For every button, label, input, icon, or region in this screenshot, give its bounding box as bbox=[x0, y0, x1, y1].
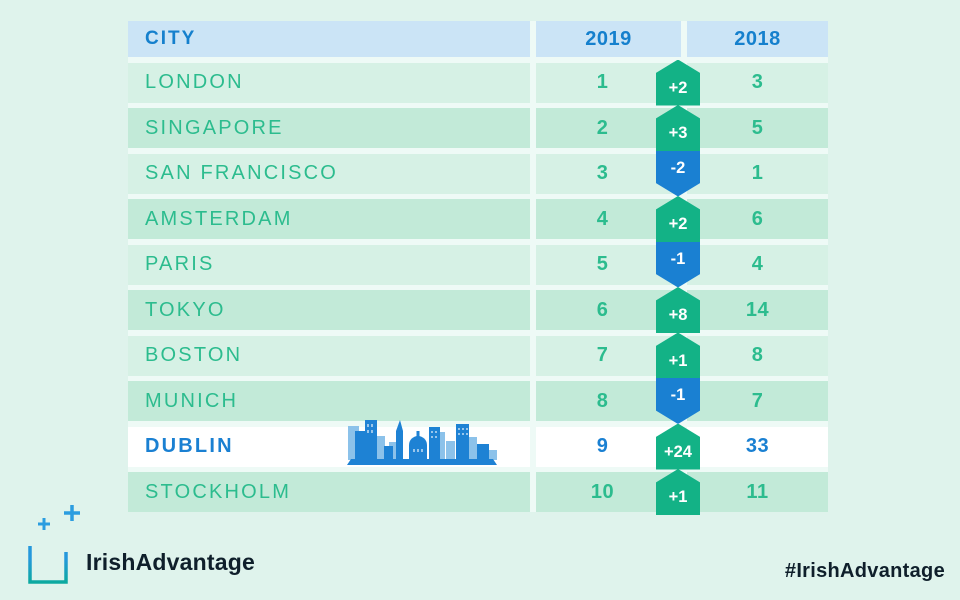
rank-change-value: +1 bbox=[668, 488, 688, 506]
table-row: MUNICH 8 7 -1 bbox=[128, 378, 828, 424]
rank-2018-cell: 14 bbox=[687, 290, 828, 330]
rank-2018-cell: 1 bbox=[687, 153, 828, 194]
city-name: STOCKHOLM bbox=[145, 480, 292, 503]
rank-2018-value: 11 bbox=[746, 480, 769, 503]
rank-2019-value: 7 bbox=[596, 344, 609, 366]
city-cell: LONDON bbox=[128, 62, 530, 103]
rank-2018-value: 7 bbox=[751, 389, 764, 412]
table-row: PARIS 5 4 -1 bbox=[128, 241, 828, 288]
ranking-table: CITY 2019 2018 LONDON 1 3 +2 bbox=[128, 21, 828, 515]
table-header-row: CITY 2019 2018 bbox=[128, 21, 828, 57]
rank-2018-cell: 4 bbox=[687, 244, 828, 285]
header-cell-2019: 2019 bbox=[536, 21, 681, 57]
rank-change-value: +8 bbox=[668, 306, 688, 324]
rank-2019-value: 10 bbox=[590, 480, 615, 503]
city-name: BOSTON bbox=[145, 344, 243, 366]
rank-2018-cell: 11 bbox=[687, 472, 828, 512]
rank-2018-cell: 33 bbox=[687, 426, 828, 467]
city-name: AMSTERDAM bbox=[145, 207, 293, 230]
rank-change-value: +2 bbox=[668, 78, 688, 97]
city-name: DUBLIN bbox=[145, 435, 234, 457]
dublin-skyline-icon bbox=[343, 418, 501, 466]
table-row: STOCKHOLM 10 11 +1 bbox=[128, 469, 828, 515]
irish-advantage-sparkle-logo-icon bbox=[26, 504, 86, 586]
table-row: AMSTERDAM 4 6 +2 bbox=[128, 196, 828, 242]
city-name: TOKYO bbox=[145, 298, 226, 321]
city-cell: TOKYO bbox=[128, 290, 530, 330]
table-row: SAN FRANCISCO 3 1 -2 bbox=[128, 150, 828, 197]
city-cell: MUNICH bbox=[128, 381, 530, 421]
rank-2018-cell: 8 bbox=[687, 335, 828, 376]
rank-2018-value: 3 bbox=[751, 71, 764, 93]
rank-2018-value: 5 bbox=[751, 116, 764, 139]
rank-2018-value: 33 bbox=[745, 435, 770, 457]
header-2019-label: 2019 bbox=[585, 27, 632, 50]
rank-2018-cell: 7 bbox=[687, 381, 828, 421]
table-row: LONDON 1 3 +2 bbox=[128, 59, 828, 106]
rank-2018-value: 14 bbox=[745, 298, 770, 321]
rank-2019-value: 5 bbox=[596, 253, 609, 275]
rank-change-value: -1 bbox=[670, 386, 686, 404]
rank-change-value: +2 bbox=[668, 215, 688, 233]
rank-change-value: +24 bbox=[664, 442, 692, 461]
city-cell: BOSTON bbox=[128, 335, 530, 376]
city-name: SINGAPORE bbox=[145, 116, 284, 139]
table-row: BOSTON 7 8 +1 bbox=[128, 332, 828, 379]
brand-name: IrishAdvantage bbox=[86, 549, 255, 575]
rank-2019-value: 8 bbox=[596, 389, 609, 412]
city-cell: SAN FRANCISCO bbox=[128, 153, 530, 194]
header-cell-city: CITY bbox=[128, 21, 530, 57]
city-name: SAN FRANCISCO bbox=[145, 162, 339, 184]
city-cell: PARIS bbox=[128, 244, 530, 285]
header-cell-2018: 2018 bbox=[687, 21, 828, 57]
rank-change-value: -1 bbox=[670, 249, 686, 268]
table-row: TOKYO 6 14 +8 bbox=[128, 287, 828, 333]
city-cell: AMSTERDAM bbox=[128, 199, 530, 239]
hashtag-label: #IrishAdvantage bbox=[784, 560, 945, 582]
rank-2019-value: 3 bbox=[596, 162, 609, 184]
rank-2019-value: 2 bbox=[596, 116, 609, 139]
rank-change-value: -2 bbox=[670, 158, 686, 177]
city-name: PARIS bbox=[145, 253, 215, 275]
rank-2018-cell: 5 bbox=[687, 108, 828, 148]
table-row: DUBLIN 9 33 +24 bbox=[128, 419, 828, 470]
rank-2019-value: 6 bbox=[596, 298, 609, 321]
rank-2018-value: 6 bbox=[751, 207, 764, 230]
rank-2018-value: 4 bbox=[751, 253, 764, 275]
rank-2018-value: 1 bbox=[751, 162, 764, 184]
rank-2018-cell: 6 bbox=[687, 199, 828, 239]
city-name: LONDON bbox=[145, 71, 244, 93]
table-row: SINGAPORE 2 5 +3 bbox=[128, 105, 828, 151]
rank-2019-value: 4 bbox=[596, 207, 609, 230]
rank-2018-cell: 3 bbox=[687, 62, 828, 103]
rank-change-value: +1 bbox=[668, 351, 688, 370]
header-city-label: CITY bbox=[145, 28, 197, 49]
rank-2019-value: 9 bbox=[596, 435, 609, 457]
city-cell: SINGAPORE bbox=[128, 108, 530, 148]
rank-change-value: +3 bbox=[668, 124, 688, 142]
rank-2018-value: 8 bbox=[751, 344, 764, 366]
header-2018-label: 2018 bbox=[734, 27, 781, 50]
rank-2019-value: 1 bbox=[596, 71, 609, 93]
city-name: MUNICH bbox=[145, 389, 239, 412]
city-cell: STOCKHOLM bbox=[128, 472, 530, 512]
